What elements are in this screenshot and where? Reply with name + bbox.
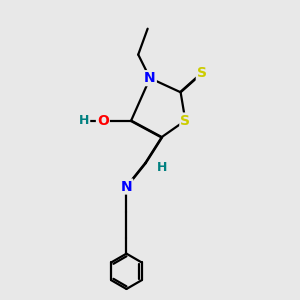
Text: S: S [197, 66, 207, 80]
Text: N: N [121, 179, 132, 194]
Text: H: H [79, 114, 89, 127]
Text: N: N [144, 71, 156, 85]
Text: H: H [157, 161, 167, 174]
Text: S: S [180, 114, 190, 128]
Text: O: O [97, 114, 109, 128]
